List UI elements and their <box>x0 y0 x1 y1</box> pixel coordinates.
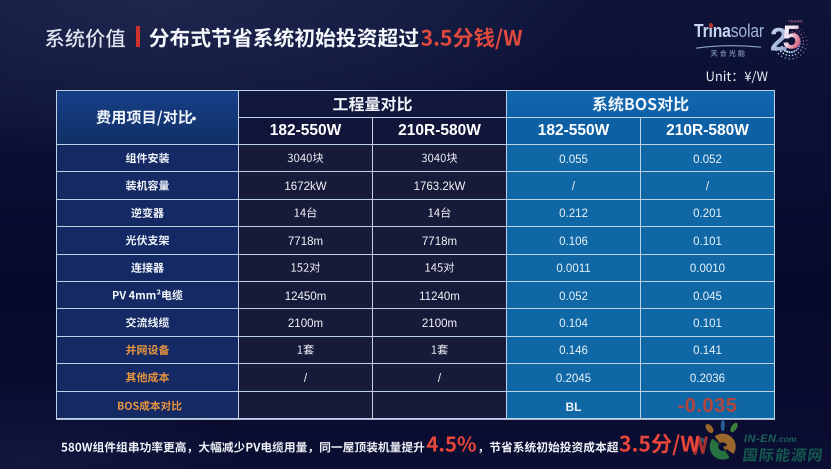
svg-text:YEARS: YEARS <box>788 19 803 24</box>
svg-text:2: 2 <box>770 22 788 58</box>
svg-text:5: 5 <box>783 19 801 56</box>
